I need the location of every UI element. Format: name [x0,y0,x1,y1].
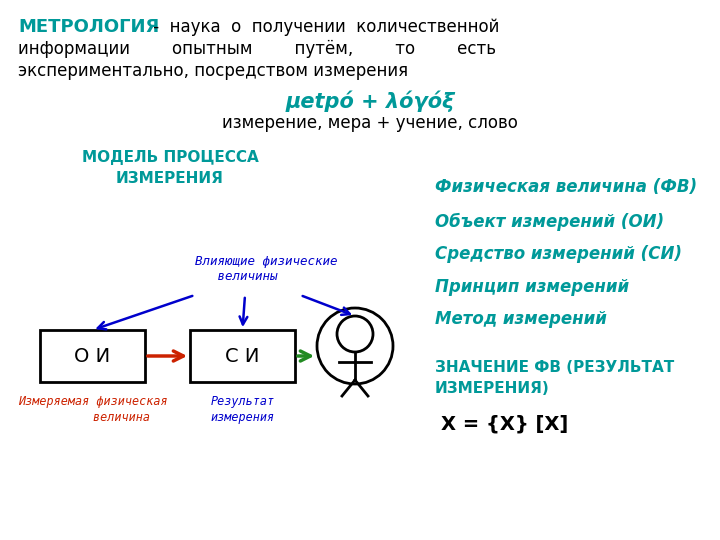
Text: МОДЕЛЬ ПРОЦЕССА
ИЗМЕРЕНИЯ: МОДЕЛЬ ПРОЦЕССА ИЗМЕРЕНИЯ [81,150,258,186]
Text: -  наука  о  получении  количественной: - наука о получении количественной [148,18,500,36]
Text: С И: С И [225,347,260,366]
Text: X = {X} [X]: X = {X} [X] [441,415,569,434]
Text: Результат
измерения: Результат измерения [210,395,274,424]
Text: О И: О И [74,347,111,366]
Text: Метод измерений: Метод измерений [435,310,607,328]
Text: ЗНАЧЕНИЕ ФВ (РЕЗУЛЬТАТ
ИЗМЕРЕНИЯ): ЗНАЧЕНИЕ ФВ (РЕЗУЛЬТАТ ИЗМЕРЕНИЯ) [435,360,674,396]
Bar [190,330,295,382]
Text: Принцип измерений: Принцип измерений [435,278,629,296]
Text: Измеряемая физическая
        величина: Измеряемая физическая величина [18,395,167,424]
Text: МЕТРОЛОГИЯ: МЕТРОЛОГИЯ [18,18,159,36]
Text: Объект измерений (ОИ): Объект измерений (ОИ) [435,213,664,231]
Text: измерение, мера + учение, слово: измерение, мера + учение, слово [222,114,518,132]
Text: Влияющие физические
   величины: Влияющие физические величины [195,255,338,283]
Text: Средство измерений (СИ): Средство измерений (СИ) [435,245,682,263]
Bar [40,330,145,382]
Text: информации        опытным        путём,        то        есть: информации опытным путём, то есть [18,40,496,58]
Text: экспериментально, посредством измерения: экспериментально, посредством измерения [18,62,408,80]
Text: μetрó + λóγóξ: μetрó + λóγóξ [285,90,455,111]
Text: Физическая величина (ФВ): Физическая величина (ФВ) [435,178,697,196]
